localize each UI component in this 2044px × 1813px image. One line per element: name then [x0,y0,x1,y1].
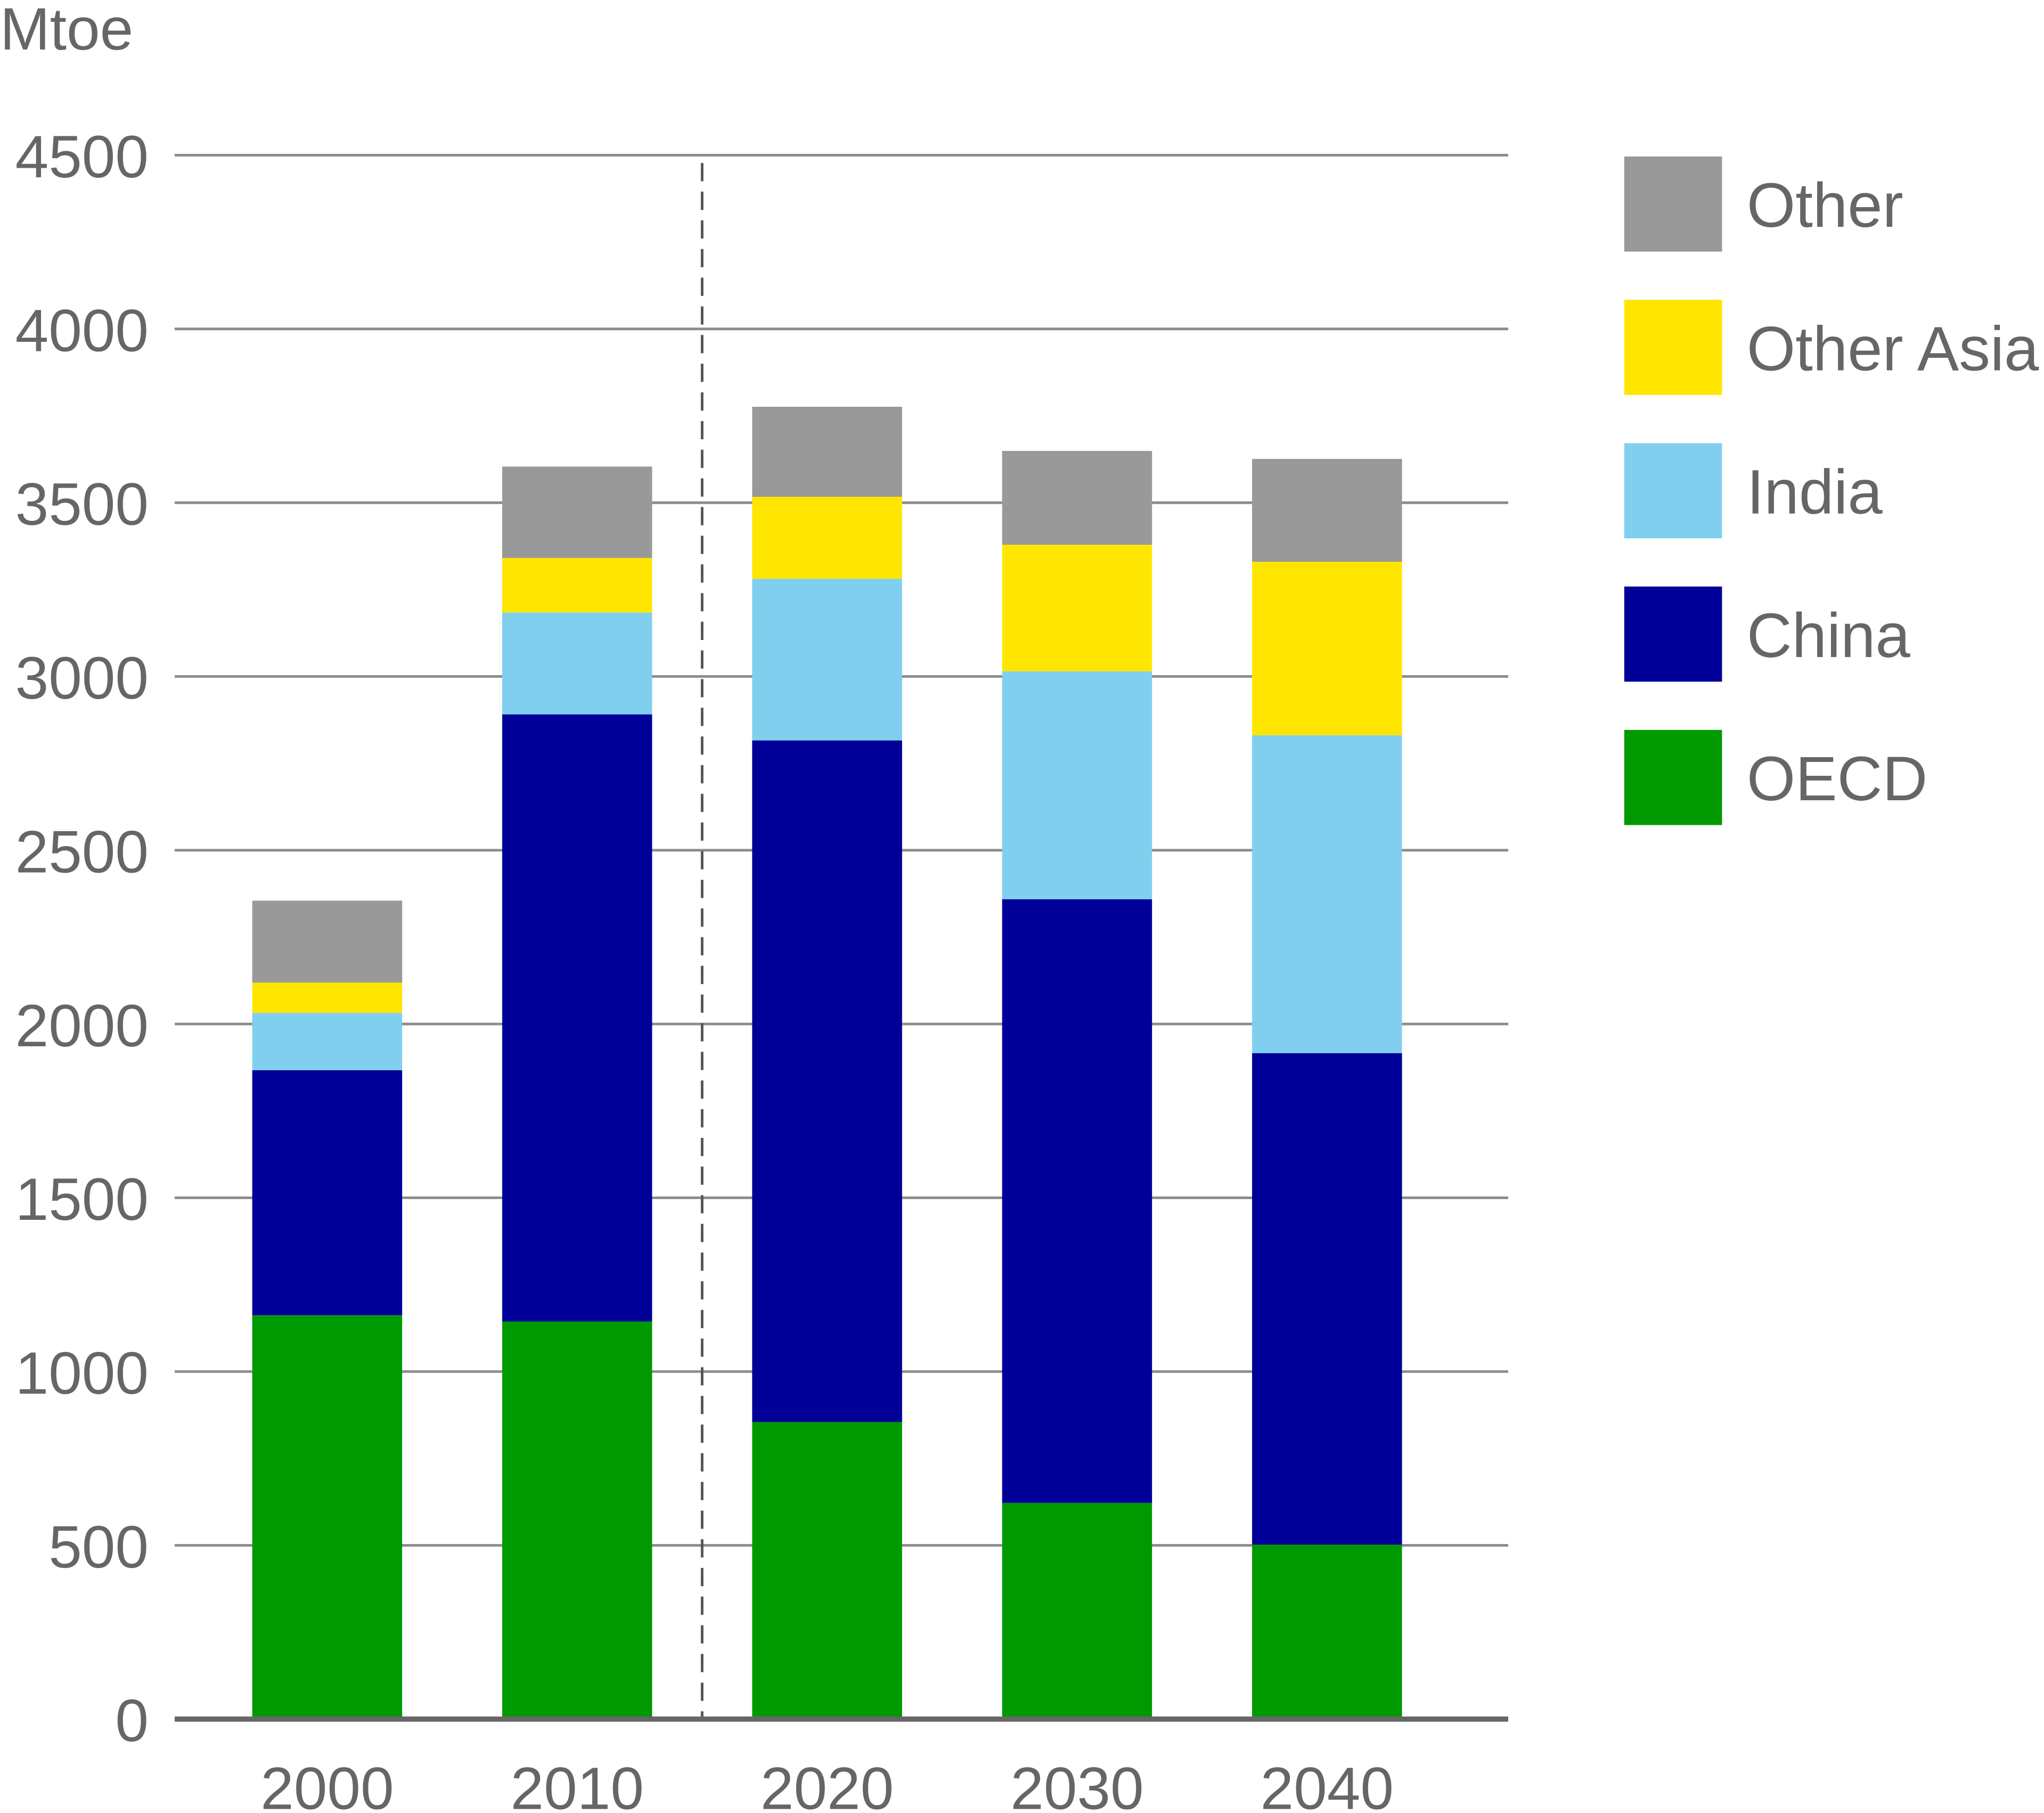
y-tick-label: 1000 [15,1340,149,1407]
legend-swatch [1624,586,1722,682]
bar-segment-oecd [252,1315,403,1719]
legend-swatch [1624,156,1722,252]
y-tick-label: 500 [48,1513,149,1580]
bar-segment-other [252,900,403,983]
bar-segment-other-asia [502,557,652,613]
bar-segment-india [1252,735,1402,1054]
legend-swatch [1624,300,1722,395]
legend-label: India [1747,457,1883,527]
y-tick-label: 3000 [15,644,149,711]
bar-segment-oecd [1252,1544,1402,1719]
y-tick-label: 0 [115,1687,149,1754]
bar-segment-oecd [502,1321,652,1719]
legend: Other Other Asia India China OECD [1624,156,2039,825]
y-tick-label: 2500 [15,818,149,885]
x-tick-label: 2020 [761,1755,894,1813]
bar-segment-oecd [752,1422,902,1719]
bar-segment-china [502,714,652,1322]
bar-segment-china [252,1070,403,1316]
bar-segment-other [752,406,902,497]
y-tick-label: 1500 [15,1166,149,1233]
x-tick-label: 2000 [260,1755,394,1813]
bar-segment-india [502,612,652,715]
legend-swatch [1624,729,1722,825]
bar-segment-china [1252,1053,1402,1545]
bar-segment-oecd [1002,1503,1152,1719]
bar-segment-other [1002,450,1152,545]
bar-segment-other-asia [1002,545,1152,671]
x-tick-label: 2030 [1010,1755,1143,1813]
bar-segment-china [752,740,902,1422]
legend-label: OECD [1747,744,1927,814]
legend-label: Other [1747,170,1903,240]
legend-swatch [1624,443,1722,539]
y-tick-label: 2000 [15,992,149,1059]
bar-segment-china [1002,899,1152,1503]
bar-segment-other-asia [252,982,403,1013]
bar-segment-india [252,1013,403,1071]
y-tick-label: 4000 [15,297,149,364]
bars [252,406,1402,1719]
bar-segment-india [1002,671,1152,899]
legend-label: Other Asia [1747,314,2039,383]
axes: 0 500 1000 1500 2000 2500 3000 3500 4000 4500 2000… [15,123,1508,1813]
bar-segment-other-asia [1252,562,1402,735]
bar-segment-other-asia [752,497,902,579]
x-tick-label: 2010 [510,1755,643,1813]
bar-segment-india [752,579,902,741]
y-tick-label: 4500 [15,123,149,190]
y-tick-label: 3500 [15,471,149,538]
y-axis-unit-label: Mtoe [0,0,133,62]
x-tick-label: 2040 [1261,1755,1394,1813]
legend-label: China [1747,601,1911,670]
bar-segment-other [502,466,652,558]
bar-segment-other [1252,458,1402,562]
